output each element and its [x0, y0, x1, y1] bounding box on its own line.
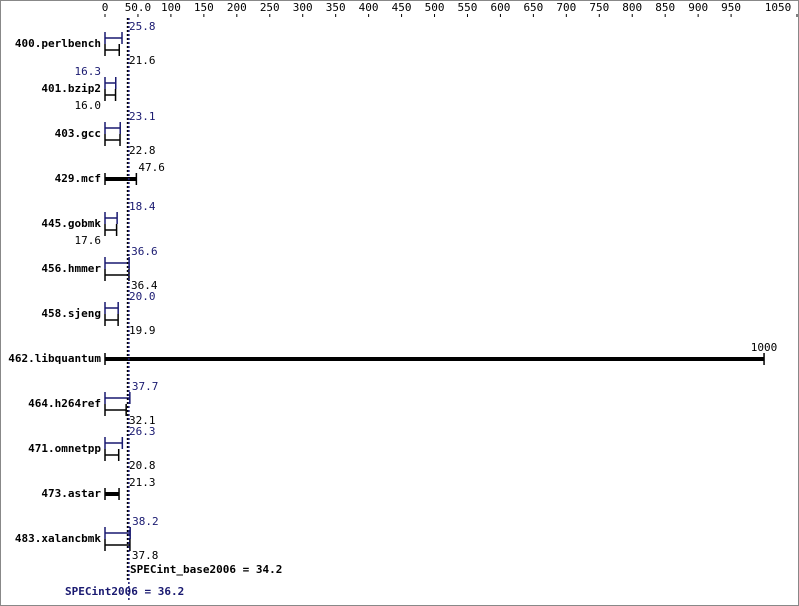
- category-label: 400.perlbench: [15, 37, 101, 50]
- category-label: 462.libquantum: [8, 352, 101, 365]
- x-tick-label: 850: [655, 1, 675, 14]
- bar: [104, 527, 131, 539]
- value-label: 25.8: [129, 20, 156, 33]
- x-tick-label: 50.0: [125, 1, 152, 14]
- category-label: 401.bzip2: [41, 82, 101, 95]
- category-label: 471.omnetpp: [28, 442, 101, 455]
- bar: [104, 77, 117, 89]
- value-label: 16.3: [75, 65, 102, 78]
- bar: [104, 122, 121, 134]
- category-label: 483.xalancbmk: [15, 532, 101, 545]
- value-label: 21.3: [129, 476, 156, 489]
- value-label: 20.8: [129, 459, 156, 472]
- x-tick-label: 400: [359, 1, 379, 14]
- x-tick-label: 550: [458, 1, 478, 14]
- bar: [104, 488, 120, 500]
- reference-label: SPECint2006 = 36.2: [65, 585, 184, 598]
- category-label: 403.gcc: [55, 127, 101, 140]
- bar: [104, 44, 120, 56]
- x-tick-label: 250: [260, 1, 280, 14]
- value-label: 37.8: [132, 549, 159, 562]
- value-label: 17.6: [75, 234, 102, 247]
- x-tick-label: 450: [392, 1, 412, 14]
- x-tick-label: 100: [161, 1, 181, 14]
- value-label: 26.3: [129, 425, 156, 438]
- x-tick-label: 200: [227, 1, 247, 14]
- bar: [104, 437, 124, 449]
- x-tick-label: 1050: [765, 1, 792, 14]
- x-tick-label: 500: [425, 1, 445, 14]
- bar: [104, 173, 138, 185]
- x-tick-label: 350: [326, 1, 346, 14]
- value-label: 36.4: [131, 279, 158, 292]
- bar: [104, 404, 127, 416]
- value-label: 38.2: [132, 515, 159, 528]
- x-tick-label: 750: [589, 1, 609, 14]
- value-label: 47.6: [138, 161, 165, 174]
- x-tick-label: 600: [490, 1, 510, 14]
- value-label: 36.6: [131, 245, 158, 258]
- value-label: 19.9: [129, 324, 156, 337]
- x-tick-label: 300: [293, 1, 313, 14]
- category-label: 458.sjeng: [41, 307, 101, 320]
- value-label: 32.1: [129, 414, 156, 427]
- bar: [104, 539, 131, 551]
- x-tick-label: 950: [721, 1, 741, 14]
- category-label: 445.gobmk: [41, 217, 101, 230]
- x-tick-label: 700: [556, 1, 576, 14]
- category-label: 456.hmmer: [41, 262, 101, 275]
- value-label: 18.4: [129, 200, 156, 213]
- value-label: 1000: [751, 341, 778, 354]
- reference-label: SPECint_base2006 = 34.2: [130, 563, 282, 576]
- category-label: 464.h264ref: [28, 397, 101, 410]
- bar: [104, 392, 131, 404]
- x-tick-label: 800: [622, 1, 642, 14]
- value-label: 37.7: [132, 380, 159, 393]
- bar: [104, 353, 765, 365]
- x-tick-label: 0: [102, 1, 109, 14]
- value-label: 23.1: [129, 110, 156, 123]
- value-label: 16.0: [75, 99, 102, 112]
- bar: [104, 224, 118, 236]
- bar: [104, 449, 120, 461]
- value-label: 22.8: [129, 144, 156, 157]
- x-tick-label: 650: [523, 1, 543, 14]
- category-label: 473.astar: [41, 487, 101, 500]
- bar: [104, 302, 119, 314]
- x-tick-label: 900: [688, 1, 708, 14]
- value-label: 20.0: [129, 290, 156, 303]
- bar: [104, 134, 121, 146]
- bar: [104, 212, 118, 224]
- bar: [104, 89, 117, 101]
- category-label: 429.mcf: [55, 172, 101, 185]
- value-label: 21.6: [129, 54, 156, 67]
- bar: [104, 32, 123, 44]
- bar: [104, 314, 119, 326]
- x-tick-label: 150: [194, 1, 214, 14]
